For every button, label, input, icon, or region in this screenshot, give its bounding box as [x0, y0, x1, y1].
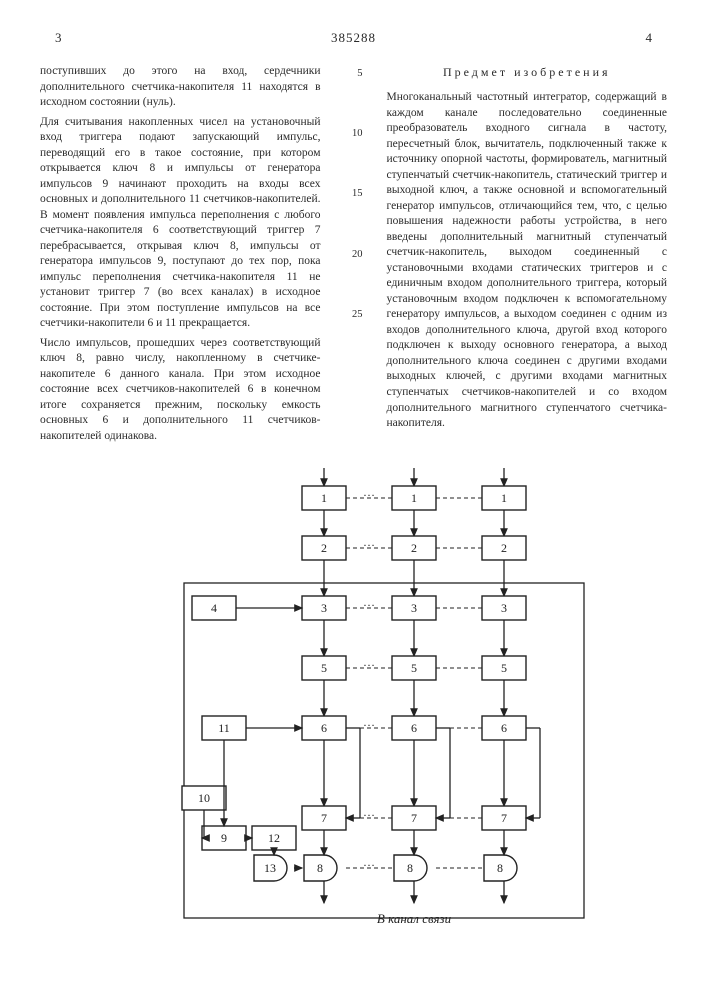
page-number-left: 3: [55, 30, 62, 46]
gate-8-c0-label: 8: [317, 861, 323, 875]
page: 3 4 385288 поступивших до этого на вход,…: [0, 0, 707, 958]
svg-text:…: …: [363, 595, 375, 609]
block-2-c1-label: 2: [411, 541, 417, 555]
page-number-right: 4: [646, 30, 653, 46]
block-5-c2-label: 5: [501, 661, 507, 675]
two-column-text: поступивших до этого на вход, сердечники…: [40, 64, 667, 448]
line-mark: 10: [345, 127, 363, 141]
left-p3: Число импульсов, прошедших через соответ…: [40, 336, 321, 445]
diagram-caption: В канал связи: [376, 911, 451, 926]
svg-text:…: …: [363, 535, 375, 549]
svg-text:…: …: [363, 485, 375, 499]
gate-8-c2-label: 8: [497, 861, 503, 875]
left-p2: Для считывания накопленных чисел на уста…: [40, 115, 321, 332]
block-7-c0-label: 7: [321, 811, 327, 825]
line-mark: 15: [345, 187, 363, 201]
block-5-c0-label: 5: [321, 661, 327, 675]
block-2-c2-label: 2: [501, 541, 507, 555]
line-mark: 5: [345, 67, 363, 81]
block-7-c1-label: 7: [411, 811, 417, 825]
right-column: Предмет изобретения Многоканальный часто…: [387, 64, 668, 448]
svg-text:…: …: [363, 655, 375, 669]
block-12-label: 12: [268, 831, 280, 845]
block-1-c1-label: 1: [411, 491, 417, 505]
block-3-c0-label: 3: [321, 601, 327, 615]
block-6-c0-label: 6: [321, 721, 327, 735]
diagram-svg: 123567812356781235678…………………4111091213В …: [104, 468, 604, 938]
gate-8-c1-label: 8: [407, 861, 413, 875]
line-mark: 20: [345, 248, 363, 262]
block-10-label: 10: [198, 791, 210, 805]
block-1-c2-label: 1: [501, 491, 507, 505]
left-column: поступивших до этого на вход, сердечники…: [40, 64, 321, 448]
svg-text:…: …: [363, 715, 375, 729]
left-p1: поступивших до этого на вход, сердечники…: [40, 64, 321, 111]
block-11-label: 11: [218, 721, 230, 735]
line-number-gutter: 5 10 15 20 25: [345, 64, 363, 448]
block-5-c1-label: 5: [411, 661, 417, 675]
block-diagram: 123567812356781235678…………………4111091213В …: [40, 468, 667, 938]
block-7-c2-label: 7: [501, 811, 507, 825]
gate-13-label: 13: [264, 861, 276, 875]
svg-text:…: …: [363, 855, 375, 869]
block-4-label: 4: [211, 601, 217, 615]
block-6-c1-label: 6: [411, 721, 417, 735]
block-2-c0-label: 2: [321, 541, 327, 555]
patent-number: 385288: [40, 30, 667, 46]
claims-heading: Предмет изобретения: [387, 64, 668, 80]
block-3-c1-label: 3: [411, 601, 417, 615]
line-mark: 25: [345, 308, 363, 322]
svg-text:…: …: [363, 805, 375, 819]
block-9-label: 9: [221, 831, 227, 845]
right-p1: Многоканальный частотный интегратор, сод…: [387, 90, 668, 431]
block-6-c2-label: 6: [501, 721, 507, 735]
block-3-c2-label: 3: [501, 601, 507, 615]
block-1-c0-label: 1: [321, 491, 327, 505]
